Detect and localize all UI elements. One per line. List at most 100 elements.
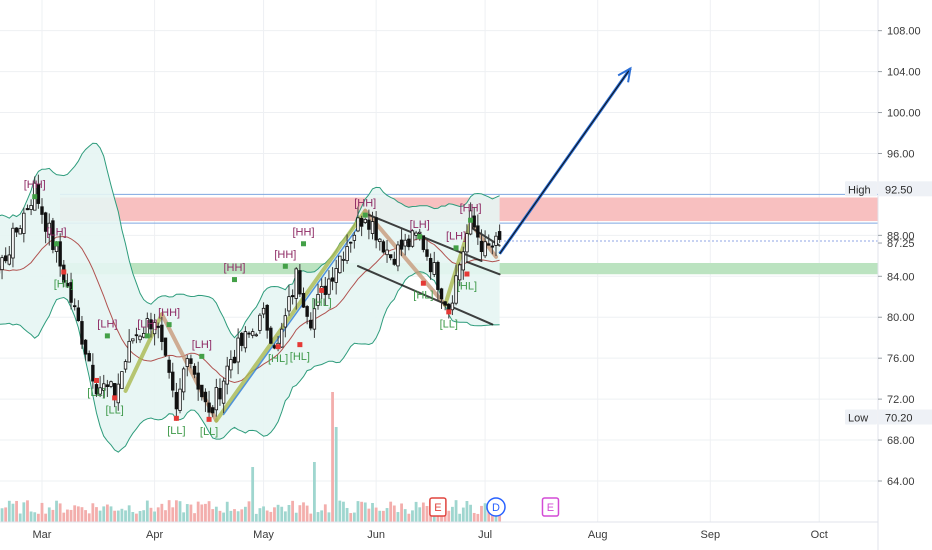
event-marker-label: E: [434, 502, 441, 514]
candle-body: [479, 240, 484, 252]
volume-bar: [58, 503, 62, 522]
candle-body: [185, 358, 189, 367]
candle-body: [105, 384, 110, 388]
low-tag-label-bg: [845, 409, 877, 425]
price-tick-label: 96.00: [887, 148, 915, 160]
channel-flag-bottom: [465, 260, 501, 276]
candle-body: [171, 371, 175, 391]
volume-bar: [309, 513, 313, 522]
candle-body: [214, 387, 219, 411]
volume-bar: [236, 511, 240, 522]
pivot-marker: [319, 287, 325, 293]
event-marker-label: D: [492, 502, 500, 514]
trend-annotations: [123, 208, 501, 423]
low-tag-label: Low: [848, 413, 868, 425]
candle-body: [69, 282, 73, 303]
candle-body: [11, 227, 15, 259]
volume-bar: [26, 500, 29, 522]
candle-body: [439, 288, 444, 300]
volume-bar: [7, 500, 11, 522]
candle-body: [403, 239, 407, 247]
time-tick-label: Apr: [146, 529, 163, 541]
volume-bar: [145, 500, 149, 522]
volume-bar: [403, 509, 407, 522]
pivot-label: [LL]: [167, 425, 185, 437]
price-tick-label: 72.00: [887, 394, 915, 406]
candle-body: [410, 230, 415, 247]
volume-bar: [262, 506, 265, 522]
candle-body: [54, 245, 59, 252]
volume-bar: [84, 510, 87, 522]
candle-body: [181, 368, 186, 393]
candle-body: [272, 345, 277, 349]
trend-down-segment: [159, 312, 219, 423]
pivot-marker: [54, 241, 60, 247]
volume-bar: [18, 513, 22, 522]
candle-body: [94, 384, 99, 395]
volume-bar: [385, 508, 389, 522]
volume-bar: [254, 513, 258, 522]
candle-body: [218, 387, 222, 400]
high-tag-label-bg: [845, 181, 877, 197]
volume-bar: [225, 501, 229, 522]
volume-bar: [360, 501, 364, 522]
volume-bar: [116, 510, 120, 522]
volume-bar: [313, 462, 316, 522]
volume-bar: [15, 500, 18, 522]
volume-bar: [331, 392, 334, 522]
candle-body: [283, 315, 288, 328]
candle-body: [312, 308, 317, 330]
volume-bar: [222, 512, 225, 522]
candle-body: [261, 307, 266, 315]
pivot-label: [HH]: [158, 307, 180, 319]
price-tick-label: 76.00: [887, 353, 915, 365]
candle-body: [454, 275, 458, 304]
candle-body: [374, 217, 378, 241]
volume-bar: [178, 501, 182, 522]
candle-body: [120, 371, 124, 390]
volume-bar: [131, 512, 135, 522]
pivot-label: [LL]: [200, 426, 218, 438]
candle-body: [341, 258, 346, 261]
volume-bar: [185, 504, 189, 522]
dividend-marker: [486, 497, 506, 517]
volume-bar: [461, 507, 465, 522]
time-tick-label: Oct: [811, 529, 828, 541]
candle-body: [327, 278, 331, 295]
candle-body: [72, 305, 77, 308]
earnings-marker: [541, 497, 560, 517]
candle-body: [294, 268, 298, 299]
earnings-marker: [429, 497, 447, 517]
volume-bar: [487, 505, 491, 522]
candle-body: [367, 219, 371, 230]
volume-bar: [156, 507, 160, 522]
volume-bar: [447, 510, 451, 522]
candle-body: [254, 334, 258, 337]
volume-bar: [36, 513, 40, 522]
volume-bar: [454, 500, 458, 522]
last-price-tag: 87.25: [878, 238, 915, 250]
volume-bar: [356, 501, 360, 522]
candle-body: [156, 325, 160, 328]
volume-bar: [476, 513, 480, 522]
trend-up-segment: [214, 208, 368, 423]
pivot-label: [LH]: [46, 226, 66, 238]
candle-body: [18, 228, 22, 235]
volume-bar: [316, 512, 320, 522]
volume-bar: [40, 502, 44, 522]
volume-bar: [189, 504, 193, 522]
pivot-label: [HL]: [312, 297, 332, 309]
time-tick-label: Aug: [588, 529, 608, 541]
candle-body: [381, 241, 386, 253]
candle-body: [258, 314, 262, 331]
volume-bar: [66, 509, 69, 522]
candle-body: [167, 359, 171, 373]
pivot-label: [LH]: [192, 339, 212, 351]
candle-body: [330, 277, 335, 282]
time-axis: Mar Apr May Jun Jul Aug Sep Oct: [0, 521, 878, 541]
volume-bar: [269, 511, 273, 522]
candle-body: [36, 183, 41, 204]
time-tick-label: Sep: [700, 529, 720, 541]
candle-body: [399, 239, 404, 250]
